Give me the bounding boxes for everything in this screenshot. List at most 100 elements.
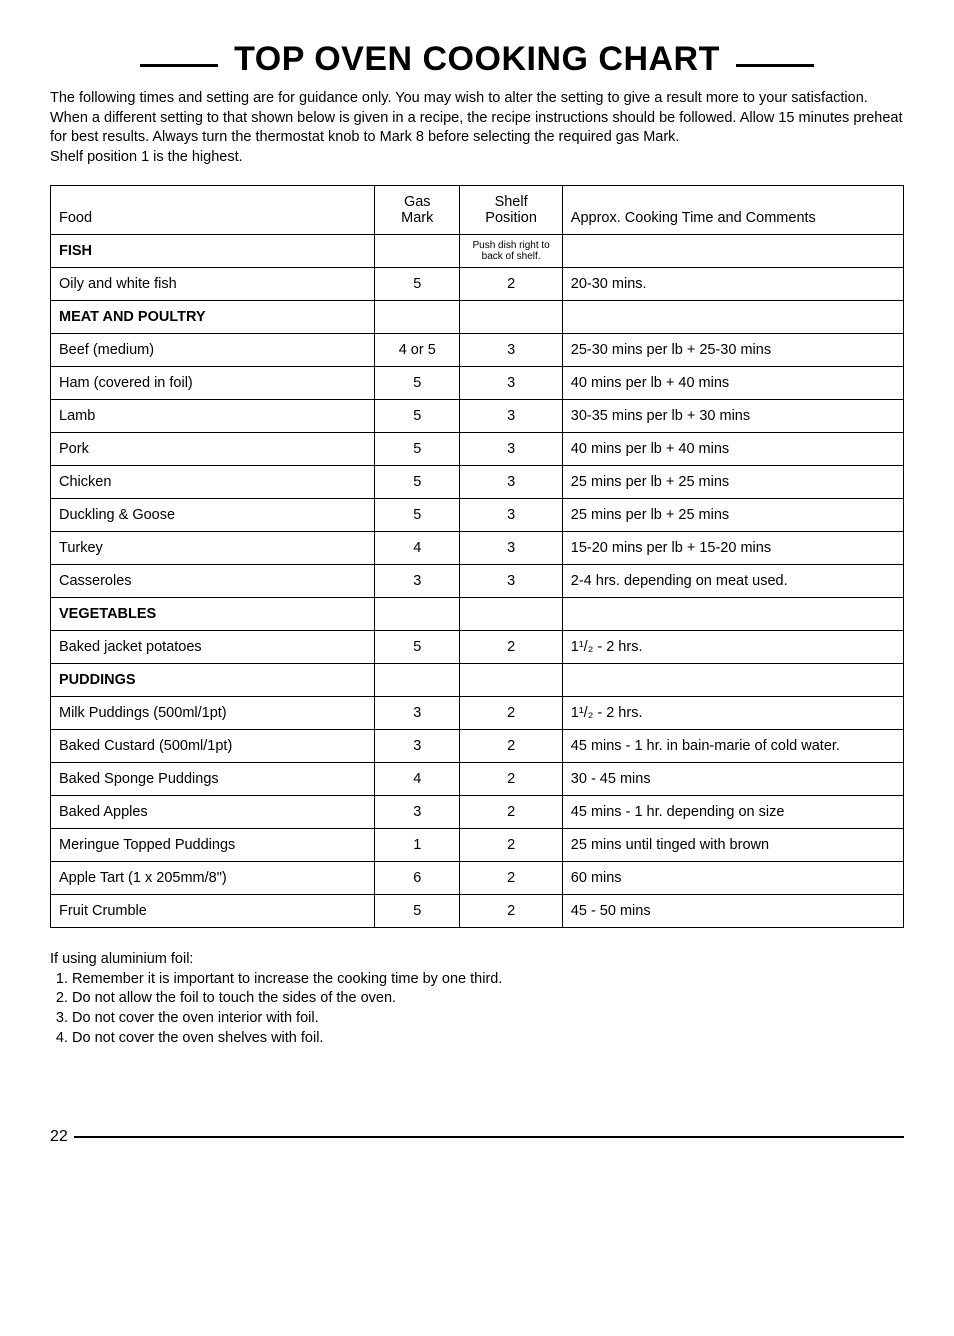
- food-cell: Ham (covered in foil): [51, 367, 375, 400]
- food-cell: Chicken: [51, 466, 375, 499]
- food-cell: Oily and white fish: [51, 268, 375, 301]
- section-label: VEGETABLES: [51, 598, 375, 631]
- shelf-cell: 3: [460, 433, 562, 466]
- notes-block: If using aluminium foil: Remember it is …: [50, 950, 904, 1048]
- gas-cell: 5: [375, 466, 460, 499]
- section-label: MEAT AND POULTRY: [51, 301, 375, 334]
- shelf-cell: 2: [460, 862, 562, 895]
- gas-cell: 3: [375, 565, 460, 598]
- food-cell: Fruit Crumble: [51, 895, 375, 928]
- cooking-chart-table: FoodGas MarkShelf PositionApprox. Cookin…: [50, 185, 904, 928]
- section-comments-empty: [562, 664, 903, 697]
- comments-cell: 30-35 mins per lb + 30 mins: [562, 400, 903, 433]
- shelf-cell: 2: [460, 730, 562, 763]
- shelf-cell: 2: [460, 631, 562, 664]
- gas-cell: 4 or 5: [375, 334, 460, 367]
- comments-cell: 15-20 mins per lb + 15-20 mins: [562, 532, 903, 565]
- section-shelf-empty: [460, 664, 562, 697]
- shelf-cell: 2: [460, 268, 562, 301]
- section-label: PUDDINGS: [51, 664, 375, 697]
- notes-list: Remember it is important to increase the…: [50, 970, 904, 1048]
- comments-cell: 40 mins per lb + 40 mins: [562, 433, 903, 466]
- gas-cell: 5: [375, 895, 460, 928]
- gas-cell: 3: [375, 697, 460, 730]
- section-comments-empty: [562, 235, 903, 268]
- gas-cell: 3: [375, 796, 460, 829]
- header-comments: Approx. Cooking Time and Comments: [562, 186, 903, 235]
- food-cell: Milk Puddings (500ml/1pt): [51, 697, 375, 730]
- gas-cell: 1: [375, 829, 460, 862]
- food-cell: Duckling & Goose: [51, 499, 375, 532]
- food-cell: Baked Sponge Puddings: [51, 763, 375, 796]
- food-cell: Lamb: [51, 400, 375, 433]
- section-gas-empty: [375, 598, 460, 631]
- notes-intro: If using aluminium foil:: [50, 950, 904, 970]
- gas-cell: 5: [375, 400, 460, 433]
- section-gas-empty: [375, 301, 460, 334]
- food-cell: Beef (medium): [51, 334, 375, 367]
- page-title: TOP OVEN COOKING CHART: [234, 40, 720, 79]
- comments-cell: 1¹/₂ - 2 hrs.: [562, 697, 903, 730]
- shelf-cell: 3: [460, 565, 562, 598]
- food-cell: Baked Apples: [51, 796, 375, 829]
- push-dish-note: Push dish right to back of shelf.: [460, 235, 562, 268]
- intro-text: The following times and setting are for …: [50, 89, 904, 167]
- header-food: Food: [51, 186, 375, 235]
- comments-cell: 40 mins per lb + 40 mins: [562, 367, 903, 400]
- shelf-cell: 3: [460, 532, 562, 565]
- shelf-cell: 2: [460, 697, 562, 730]
- gas-cell: 5: [375, 268, 460, 301]
- comments-cell: 25 mins until tinged with brown: [562, 829, 903, 862]
- gas-cell: 5: [375, 433, 460, 466]
- section-shelf-empty: [460, 301, 562, 334]
- shelf-cell: 2: [460, 796, 562, 829]
- shelf-cell: 2: [460, 829, 562, 862]
- shelf-cell: 2: [460, 895, 562, 928]
- title-row: TOP OVEN COOKING CHART: [50, 40, 904, 79]
- section-gas-empty: [375, 235, 460, 268]
- gas-cell: 6: [375, 862, 460, 895]
- comments-cell: 45 mins - 1 hr. in bain-marie of cold wa…: [562, 730, 903, 763]
- shelf-cell: 3: [460, 499, 562, 532]
- section-label: FISH: [51, 235, 375, 268]
- food-cell: Apple Tart (1 x 205mm/8"): [51, 862, 375, 895]
- shelf-cell: 2: [460, 763, 562, 796]
- shelf-cell: 3: [460, 466, 562, 499]
- comments-cell: 25 mins per lb + 25 mins: [562, 466, 903, 499]
- gas-cell: 3: [375, 730, 460, 763]
- gas-cell: 5: [375, 499, 460, 532]
- comments-cell: 25 mins per lb + 25 mins: [562, 499, 903, 532]
- comments-cell: 45 mins - 1 hr. depending on size: [562, 796, 903, 829]
- section-comments-empty: [562, 301, 903, 334]
- food-cell: Pork: [51, 433, 375, 466]
- comments-cell: 25-30 mins per lb + 25-30 mins: [562, 334, 903, 367]
- comments-cell: 45 - 50 mins: [562, 895, 903, 928]
- food-cell: Baked jacket potatoes: [51, 631, 375, 664]
- gas-cell: 5: [375, 631, 460, 664]
- comments-cell: 60 mins: [562, 862, 903, 895]
- note-item: Do not cover the oven shelves with foil.: [72, 1029, 904, 1049]
- page-number: 22: [50, 1128, 68, 1146]
- comments-cell: 20-30 mins.: [562, 268, 903, 301]
- footer-rule: [74, 1136, 904, 1138]
- food-cell: Turkey: [51, 532, 375, 565]
- header-shelf: Shelf Position: [460, 186, 562, 235]
- note-item: Do not cover the oven interior with foil…: [72, 1009, 904, 1029]
- header-gas: Gas Mark: [375, 186, 460, 235]
- comments-cell: 2-4 hrs. depending on meat used.: [562, 565, 903, 598]
- note-item: Do not allow the foil to touch the sides…: [72, 989, 904, 1009]
- comments-cell: 1¹/₂ - 2 hrs.: [562, 631, 903, 664]
- gas-cell: 5: [375, 367, 460, 400]
- title-bar-right: [736, 64, 814, 67]
- gas-cell: 4: [375, 532, 460, 565]
- note-item: Remember it is important to increase the…: [72, 970, 904, 990]
- shelf-cell: 3: [460, 400, 562, 433]
- food-cell: Casseroles: [51, 565, 375, 598]
- section-shelf-empty: [460, 598, 562, 631]
- shelf-cell: 3: [460, 334, 562, 367]
- section-gas-empty: [375, 664, 460, 697]
- title-bar-left: [140, 64, 218, 67]
- gas-cell: 4: [375, 763, 460, 796]
- section-comments-empty: [562, 598, 903, 631]
- shelf-cell: 3: [460, 367, 562, 400]
